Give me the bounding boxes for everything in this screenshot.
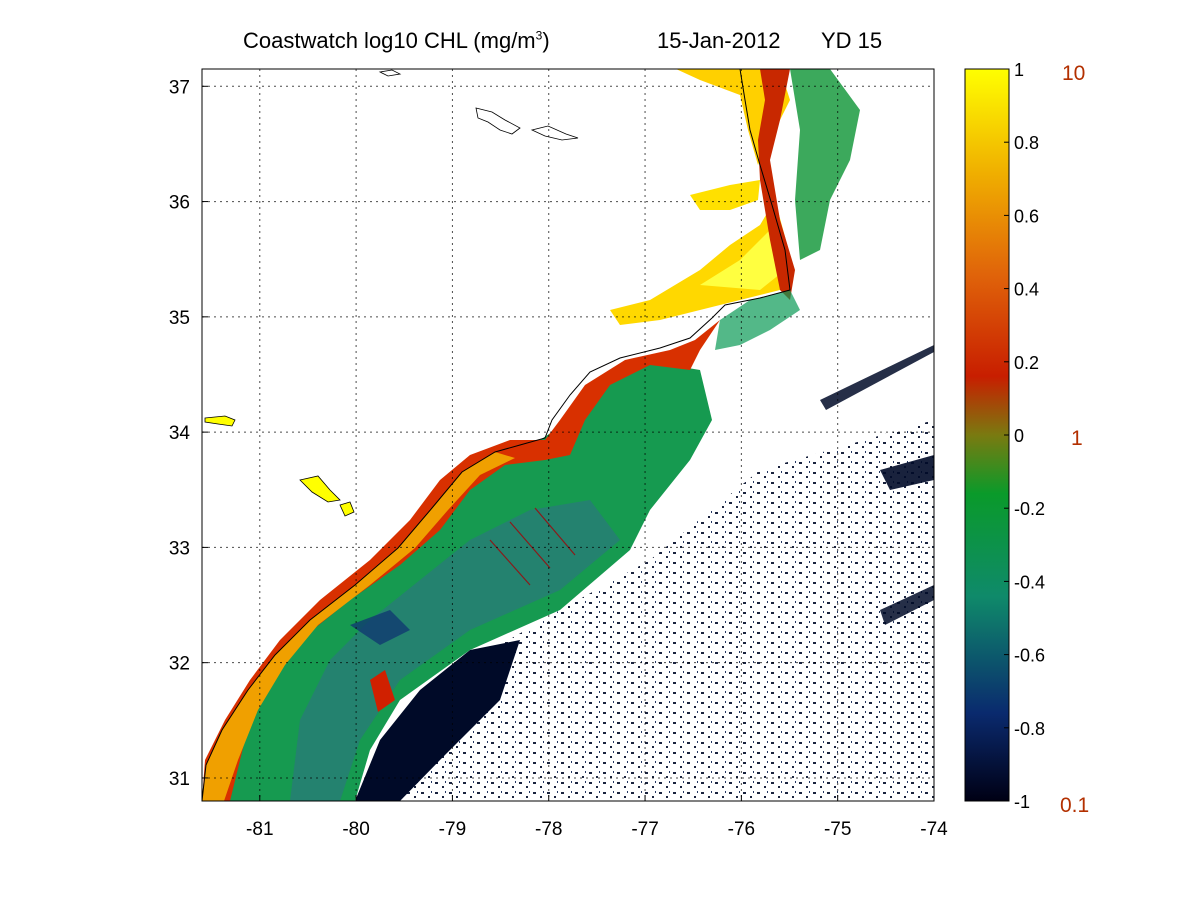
- colorbar-linear-label-1: 1: [1071, 427, 1083, 450]
- lon-tick-label: -78: [535, 819, 562, 840]
- offshore-dark-streak: [820, 345, 934, 410]
- pamlico-bright-core: [700, 230, 785, 290]
- pamlico-sound-high-chl: [610, 200, 790, 325]
- colorbar-tick-label: -0.6: [1014, 646, 1045, 666]
- lat-tick-label: 31: [169, 769, 190, 790]
- lat-tick-label: 32: [169, 654, 190, 675]
- offshore-dark-streak-2: [880, 455, 934, 490]
- colorbar-tick-label: 1: [1014, 60, 1024, 80]
- kerr-lake-outline: [475, 107, 521, 135]
- outer-banks-red-band: [758, 69, 795, 300]
- offshore-low-chl-speckle: [360, 420, 934, 801]
- lon-tick-label: -77: [631, 819, 658, 840]
- colorbar-tick-label: -0.8: [1014, 719, 1045, 739]
- map-frame: [201, 68, 935, 802]
- lake-marion-outline: [299, 475, 341, 503]
- lake-moultrie-outline: [339, 501, 355, 517]
- lon-tick-label: -81: [246, 819, 273, 840]
- inland-lake-outline: [204, 415, 236, 427]
- colorbar-tick-label: 0.6: [1014, 206, 1039, 226]
- lon-tick-label: -76: [728, 819, 755, 840]
- colorbar-tick-label: 0.8: [1014, 133, 1039, 153]
- james-river-outline: [378, 69, 402, 77]
- lat-tick-label: 33: [169, 538, 190, 559]
- plot-title: Coastwatch log10 CHL (mg/m3) 15-Jan-2012…: [243, 28, 882, 54]
- lon-tick-label: -74: [920, 819, 948, 840]
- lat-tick-label: 34: [169, 423, 191, 444]
- colorbar-tick-label: 0: [1014, 426, 1024, 446]
- shelf-dark-patch: [350, 610, 410, 645]
- hatteras-green-patch: [790, 69, 860, 260]
- map-area[interactable]: [202, 69, 934, 801]
- lat-tick-label: 36: [169, 193, 190, 214]
- colorbar: 1 0.8 0.6 0.4 0.2 0 -0.2 -0.4 -0.6 -0.8 -1 10 1 0.…: [964, 60, 1089, 817]
- latitude-axis: 37 36 35 34 33 32 31: [169, 77, 208, 790]
- albemarle-sound-high-chl: [690, 180, 760, 210]
- title-yearday: YD 15: [821, 28, 883, 53]
- title-main: Coastwatch log10 CHL (mg/m: [243, 28, 536, 53]
- longitude-axis: -81 -80 -79 -78 -77 -76 -75 -74: [246, 795, 948, 840]
- lon-tick-label: -75: [824, 819, 851, 840]
- hatteras-scatter: [715, 290, 800, 350]
- gridlines: [202, 69, 934, 801]
- colorbar-linear-label-0.1: 0.1: [1060, 794, 1089, 817]
- title-date: 15-Jan-2012: [657, 28, 781, 53]
- colorbar-tick-label: 0.2: [1014, 353, 1039, 373]
- lat-tick-label: 35: [169, 308, 190, 329]
- colorbar-tick-label: -0.4: [1014, 572, 1045, 592]
- colorbar-linear-label-10: 10: [1062, 62, 1085, 85]
- colorbar-ticks: 1 0.8 0.6 0.4 0.2 0 -0.2 -0.4 -0.6 -0.8 -1: [1004, 60, 1045, 812]
- shelf-red-filament: [370, 670, 395, 712]
- colorbar-tick-label: 0.4: [1014, 280, 1039, 300]
- colorbar-tick-label: -0.2: [1014, 499, 1045, 519]
- colorbar-tick-label: -1: [1014, 792, 1030, 812]
- ship-track-2: [509, 521, 551, 569]
- coastline: [202, 69, 791, 801]
- offshore-dark-streak-3: [880, 585, 934, 625]
- colorbar-strip: [964, 68, 1010, 802]
- lon-tick-label: -80: [342, 819, 369, 840]
- coastal-orange-fringe: [202, 452, 515, 801]
- title-superscript: 3: [535, 28, 543, 43]
- title-close: ): [542, 28, 550, 53]
- deep-water-low-chl: [355, 640, 520, 801]
- gaston-lake-outline: [530, 125, 579, 141]
- lon-tick-label: -79: [439, 819, 466, 840]
- lat-tick-label: 37: [169, 77, 190, 98]
- shelf-low-chl-core: [290, 500, 620, 801]
